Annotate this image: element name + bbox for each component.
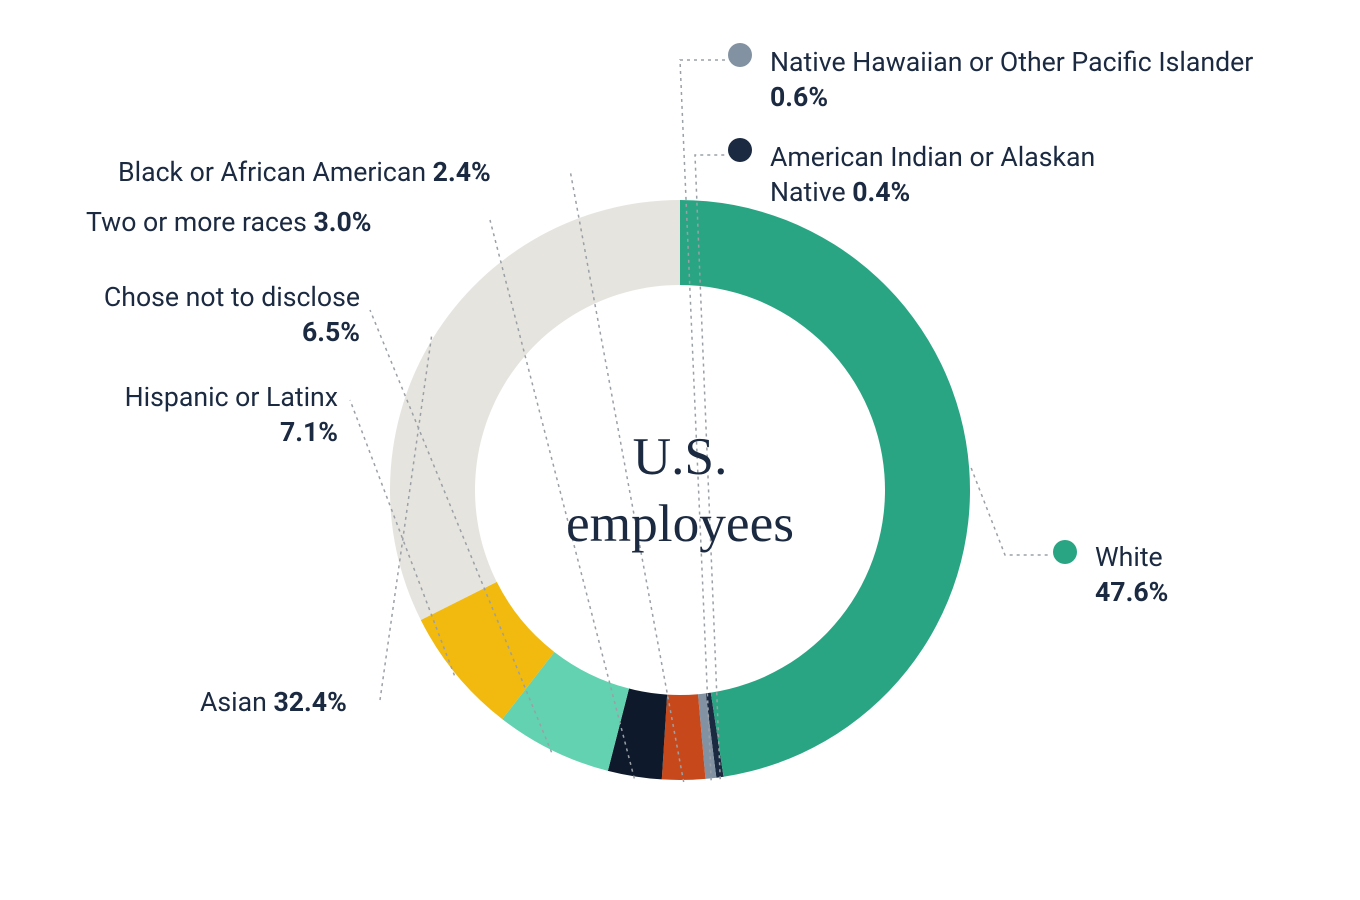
slice-native_hawaiian — [698, 693, 716, 778]
center-title-line2: employees — [566, 493, 794, 553]
label-asian: Asian 32.4% — [200, 685, 460, 720]
label-two_or_more: Two or more races 3.0% — [86, 205, 486, 240]
label-native_hawaiian: Native Hawaiian or Other Pacific Islande… — [770, 45, 1290, 114]
label-text-white: White — [1095, 540, 1295, 575]
legend-dot-white — [1053, 540, 1077, 564]
label-american_indian: American Indian or Alaskan Native 0.4% — [770, 140, 1110, 209]
label-text-hispanic: Hispanic or Latinx — [78, 380, 338, 415]
label-pct-two_or_more: 3.0% — [313, 206, 371, 238]
chart-center-title: U.S. employees — [475, 423, 885, 556]
label-black: Black or African American 2.4% — [118, 155, 558, 190]
label-pct-asian: 32.4% — [273, 686, 346, 718]
slice-not_disclosed — [502, 652, 629, 771]
center-title-line1: U.S. — [633, 426, 728, 486]
donut-chart: U.S. employees Native Hawaiian or Other … — [0, 0, 1360, 900]
label-pct-not_disclosed: 6.5% — [302, 316, 360, 348]
label-text-two_or_more: Two or more races — [86, 206, 313, 238]
label-pct-hispanic: 7.1% — [280, 416, 338, 448]
label-pct-native_hawaiian: 0.6% — [770, 81, 828, 113]
label-pct-white: 47.6% — [1095, 576, 1168, 608]
label-hispanic: Hispanic or Latinx7.1% — [78, 380, 338, 449]
label-text-black: Black or African American — [118, 156, 433, 188]
label-white: White47.6% — [1095, 540, 1295, 609]
label-text-native_hawaiian: Native Hawaiian or Other Pacific Islande… — [770, 46, 1253, 78]
label-pct-black: 2.4% — [433, 156, 491, 188]
slice-asian — [390, 200, 680, 620]
legend-dot-american_indian — [728, 138, 752, 162]
label-pct-american_indian: 0.4% — [852, 176, 910, 208]
label-text-asian: Asian — [200, 686, 273, 718]
label-text-not_disclosed: Chose not to disclose — [50, 280, 360, 315]
slice-two_or_more — [608, 689, 667, 780]
slice-black — [662, 694, 706, 780]
leader-white — [971, 468, 1050, 555]
legend-dot-native_hawaiian — [728, 43, 752, 67]
label-not_disclosed: Chose not to disclose6.5% — [50, 280, 360, 349]
leader-hispanic — [350, 400, 454, 675]
slice-american_indian — [706, 693, 724, 778]
leader-native_hawaiian — [680, 60, 725, 780]
label-text-american_indian: American Indian or Alaskan Native — [770, 141, 1095, 208]
leader-asian — [380, 337, 432, 700]
